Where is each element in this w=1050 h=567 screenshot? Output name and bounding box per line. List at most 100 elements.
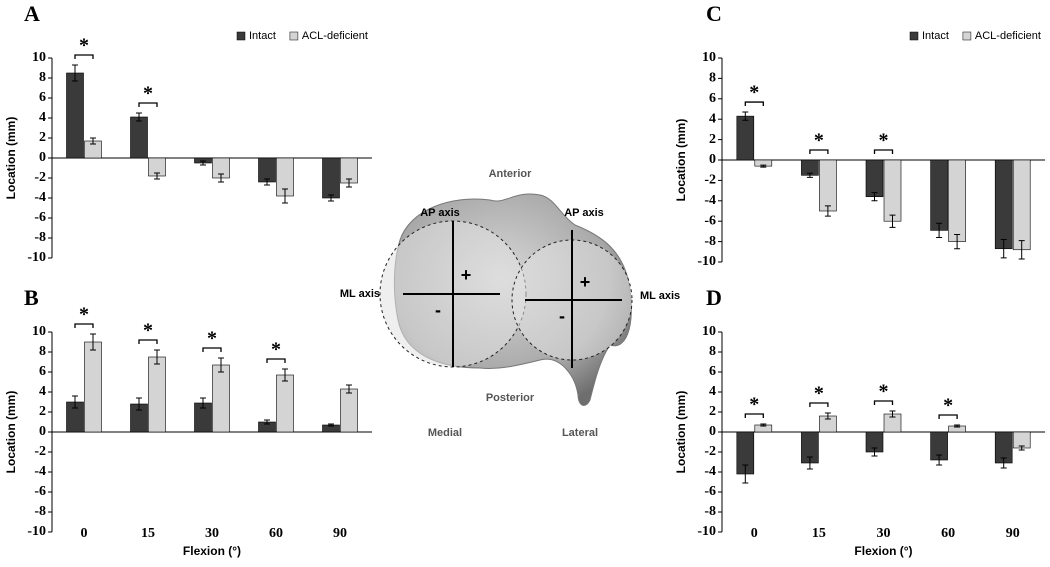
significance-bracket [809, 149, 829, 154]
legend-swatch [236, 31, 246, 41]
panel-letter: B [24, 285, 39, 310]
error-bar [1000, 239, 1007, 259]
error-bar [760, 423, 767, 427]
y-axis-title: Location (mm) [674, 391, 688, 474]
y-axis-title: Location (mm) [674, 119, 688, 202]
legend-label: ACL-deficient [302, 30, 368, 42]
y-tick-label: 10 [702, 50, 716, 65]
significance-bracket [744, 101, 764, 107]
significance-marker: * [879, 381, 889, 403]
error-bar [954, 233, 961, 250]
significance-marker: * [814, 383, 824, 405]
y-tick-label: 4 [709, 384, 716, 399]
significance-bracket [74, 54, 94, 59]
panel-letter: A [24, 1, 40, 26]
legend-label: Intact [249, 30, 276, 42]
x-axis-title: Flexion (°) [183, 544, 241, 558]
x-tick-label: 60 [269, 526, 283, 541]
bar [84, 341, 102, 433]
significance-marker: * [207, 328, 217, 350]
legend-swatch [962, 31, 972, 41]
error-bar [889, 214, 896, 228]
posterior-label: Posterior [486, 392, 535, 404]
error-bar [282, 188, 288, 204]
ap-axis-label: AP axis [564, 207, 604, 219]
panel-letter: C [706, 1, 722, 26]
error-bar [136, 397, 142, 411]
significance-marker: * [749, 82, 759, 104]
significance-marker: * [271, 339, 281, 361]
error-bar [154, 349, 160, 365]
bar [66, 72, 84, 159]
error-bar [824, 205, 831, 217]
legend-label: Intact [922, 30, 949, 42]
error-bar [871, 192, 878, 202]
bar [883, 159, 902, 222]
y-tick-label: 10 [702, 324, 716, 339]
error-bar [136, 112, 142, 122]
y-tick-label: 2 [39, 130, 46, 145]
ml-axis-label: ML axis [640, 290, 680, 302]
error-bar [218, 357, 224, 373]
y-tick-label: -4 [704, 464, 716, 479]
y-tick-label: -4 [704, 193, 716, 208]
significance-marker: * [79, 304, 89, 326]
y-tick-label: 8 [709, 71, 716, 86]
y-axis-title: Location (mm) [4, 391, 18, 474]
error-bar [282, 368, 288, 382]
y-axis-title: Location (mm) [4, 117, 18, 200]
error-bar [889, 410, 896, 418]
y-tick-label: -8 [34, 230, 46, 245]
error-bar [954, 424, 961, 428]
ml-axis-label: ML axis [340, 288, 380, 300]
y-tick-label: 8 [39, 70, 46, 85]
y-tick-label: -10 [27, 250, 46, 265]
bar [130, 116, 148, 159]
bar [276, 374, 294, 433]
y-tick-label: 10 [32, 50, 46, 65]
y-tick-label: 2 [39, 404, 46, 419]
bar [148, 356, 166, 433]
significance-bracket [202, 347, 222, 352]
legend-label: ACL-deficient [975, 30, 1041, 42]
significance-bracket [138, 102, 158, 107]
y-tick-label: 10 [32, 324, 46, 339]
y-tick-label: -4 [34, 464, 46, 479]
significance-marker: * [79, 35, 89, 57]
significance-bracket [873, 400, 894, 405]
y-tick-label: 4 [39, 384, 46, 399]
minus-sign: - [559, 306, 565, 326]
minus-sign: - [435, 300, 441, 320]
y-tick-label: 2 [709, 132, 716, 147]
significance-marker: * [749, 394, 759, 416]
error-bar [154, 172, 160, 180]
bar [948, 159, 966, 242]
bar [340, 388, 358, 433]
plus-sign: + [461, 265, 472, 285]
x-tick-label: 60 [941, 526, 955, 541]
y-tick-label: -8 [704, 504, 716, 519]
significance-bracket [744, 413, 764, 418]
y-tick-label: 0 [709, 152, 716, 167]
y-tick-label: -8 [704, 234, 716, 249]
significance-bracket [138, 339, 158, 344]
y-tick-label: -2 [704, 444, 716, 459]
bar [865, 159, 884, 198]
significance-marker: * [814, 130, 824, 152]
error-bar [1018, 445, 1025, 451]
bar [930, 159, 948, 231]
error-bar [200, 160, 206, 166]
error-bar [328, 423, 334, 427]
error-bar [72, 64, 78, 82]
y-tick-label: -2 [34, 170, 46, 185]
lateral-label: Lateral [562, 427, 598, 439]
error-bar [90, 333, 96, 351]
y-tick-label: 8 [709, 344, 716, 359]
x-axis-title: Flexion (°) [854, 544, 912, 558]
y-tick-label: -2 [34, 444, 46, 459]
ap-axis-label: AP axis [420, 207, 460, 219]
x-tick-label: 90 [1006, 526, 1020, 541]
y-tick-label: 8 [39, 344, 46, 359]
error-bar [90, 137, 96, 145]
